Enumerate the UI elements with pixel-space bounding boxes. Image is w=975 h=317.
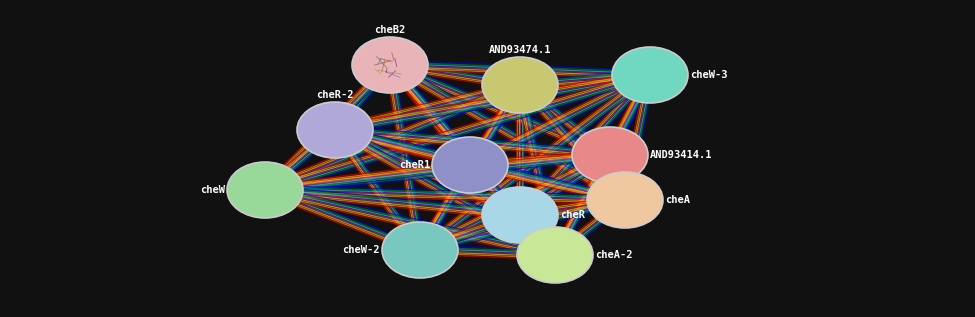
Ellipse shape — [352, 37, 428, 93]
Text: cheB2: cheB2 — [374, 25, 406, 35]
Text: AND93414.1: AND93414.1 — [650, 150, 713, 160]
Ellipse shape — [227, 162, 303, 218]
Ellipse shape — [612, 47, 688, 103]
Text: cheR1: cheR1 — [399, 160, 430, 170]
Text: cheW-2: cheW-2 — [342, 245, 380, 255]
Ellipse shape — [572, 127, 648, 183]
Ellipse shape — [482, 187, 558, 243]
Ellipse shape — [297, 102, 373, 158]
Ellipse shape — [432, 137, 508, 193]
Text: cheR: cheR — [560, 210, 585, 220]
Text: cheR-2: cheR-2 — [316, 90, 354, 100]
Text: cheW-3: cheW-3 — [690, 70, 727, 80]
Ellipse shape — [382, 222, 458, 278]
Ellipse shape — [587, 172, 663, 228]
Text: cheA: cheA — [665, 195, 690, 205]
Text: cheW: cheW — [200, 185, 225, 195]
Text: AND93474.1: AND93474.1 — [488, 45, 551, 55]
Ellipse shape — [517, 227, 593, 283]
Ellipse shape — [482, 57, 558, 113]
Text: cheA-2: cheA-2 — [595, 250, 633, 260]
